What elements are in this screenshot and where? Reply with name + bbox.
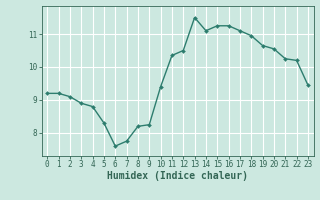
X-axis label: Humidex (Indice chaleur): Humidex (Indice chaleur) xyxy=(107,171,248,181)
